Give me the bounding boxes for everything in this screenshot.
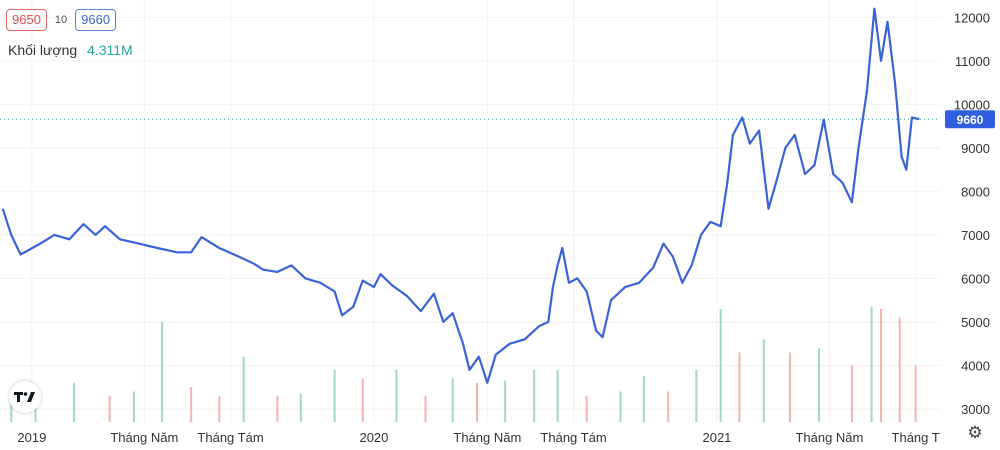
last-price-tag bbox=[945, 110, 995, 129]
volume-bar bbox=[818, 348, 821, 422]
gear-icon[interactable]: ⚙ bbox=[967, 423, 983, 442]
volume-bar bbox=[738, 352, 741, 422]
volume-bar bbox=[533, 369, 536, 422]
volume-bar bbox=[762, 339, 765, 422]
y-tick-label: 11000 bbox=[955, 54, 990, 69]
ask-price-box[interactable]: 9660 bbox=[75, 9, 117, 31]
bid-price-box[interactable]: 9650 bbox=[6, 9, 47, 31]
volume-bar bbox=[73, 382, 76, 422]
volume-bar bbox=[898, 317, 901, 422]
quote-bar: 9650 10 9660 bbox=[6, 9, 117, 31]
x-tick-label: 2021 bbox=[702, 430, 731, 445]
spread-value: 10 bbox=[54, 14, 68, 26]
volume-bar bbox=[850, 365, 853, 422]
last-price-label: 9660 bbox=[957, 113, 984, 127]
x-tick-label: 2020 bbox=[359, 430, 388, 445]
y-tick-label: 7000 bbox=[961, 228, 990, 243]
y-tick-label: 6000 bbox=[961, 271, 990, 286]
x-tick-label: Tháng T bbox=[892, 430, 940, 445]
volume-bar bbox=[879, 308, 882, 422]
volume-bar bbox=[556, 369, 559, 422]
y-tick-label: 8000 bbox=[961, 184, 990, 199]
tradingview-logo-icon[interactable] bbox=[9, 381, 41, 413]
volume-bar bbox=[642, 376, 645, 422]
volume-bar bbox=[218, 395, 221, 422]
volume-bar bbox=[695, 369, 698, 422]
volume-bar bbox=[585, 395, 588, 422]
volume-legend: Khối lượng 4.311M bbox=[8, 42, 133, 58]
volume-bar bbox=[667, 391, 670, 422]
y-tick-label: 3000 bbox=[961, 402, 990, 417]
volume-bar bbox=[719, 308, 722, 422]
volume-bar bbox=[870, 306, 873, 422]
y-tick-label: 10000 bbox=[954, 97, 990, 112]
y-tick-label: 5000 bbox=[961, 315, 990, 330]
y-tick-label: 9000 bbox=[961, 141, 990, 156]
x-tick-label: Tháng Tám bbox=[197, 430, 263, 445]
x-tick-label: Tháng Năm bbox=[110, 430, 178, 445]
volume-bar bbox=[10, 402, 13, 422]
volume-bar bbox=[451, 378, 454, 422]
x-tick-label: Tháng Năm bbox=[453, 430, 521, 445]
y-tick-label: 4000 bbox=[961, 358, 990, 373]
volume-value: 4.311M bbox=[87, 42, 133, 58]
volume-label: Khối lượng bbox=[8, 42, 78, 58]
volume-bar bbox=[504, 380, 507, 422]
volume-bar bbox=[242, 356, 245, 422]
volume-bar bbox=[361, 378, 364, 422]
volume-bar bbox=[299, 393, 302, 422]
volume-bar bbox=[190, 387, 193, 422]
volume-bar bbox=[789, 352, 792, 422]
volume-bar bbox=[619, 391, 622, 422]
volume-bar bbox=[108, 395, 111, 422]
x-tick-label: Tháng Năm bbox=[795, 430, 863, 445]
x-tick-label: Tháng Tám bbox=[540, 430, 606, 445]
volume-bar bbox=[476, 382, 479, 422]
volume-bar bbox=[133, 391, 136, 422]
volume-bar bbox=[333, 369, 336, 422]
volume-bar bbox=[276, 395, 279, 422]
volume-bar bbox=[424, 395, 427, 422]
volume-bar bbox=[395, 369, 398, 422]
price-series-line bbox=[1, 7, 920, 384]
y-tick-label: 12000 bbox=[954, 10, 990, 25]
volume-bar bbox=[161, 321, 164, 422]
volume-bar bbox=[914, 365, 917, 422]
x-tick-label: 2019 bbox=[17, 430, 46, 445]
